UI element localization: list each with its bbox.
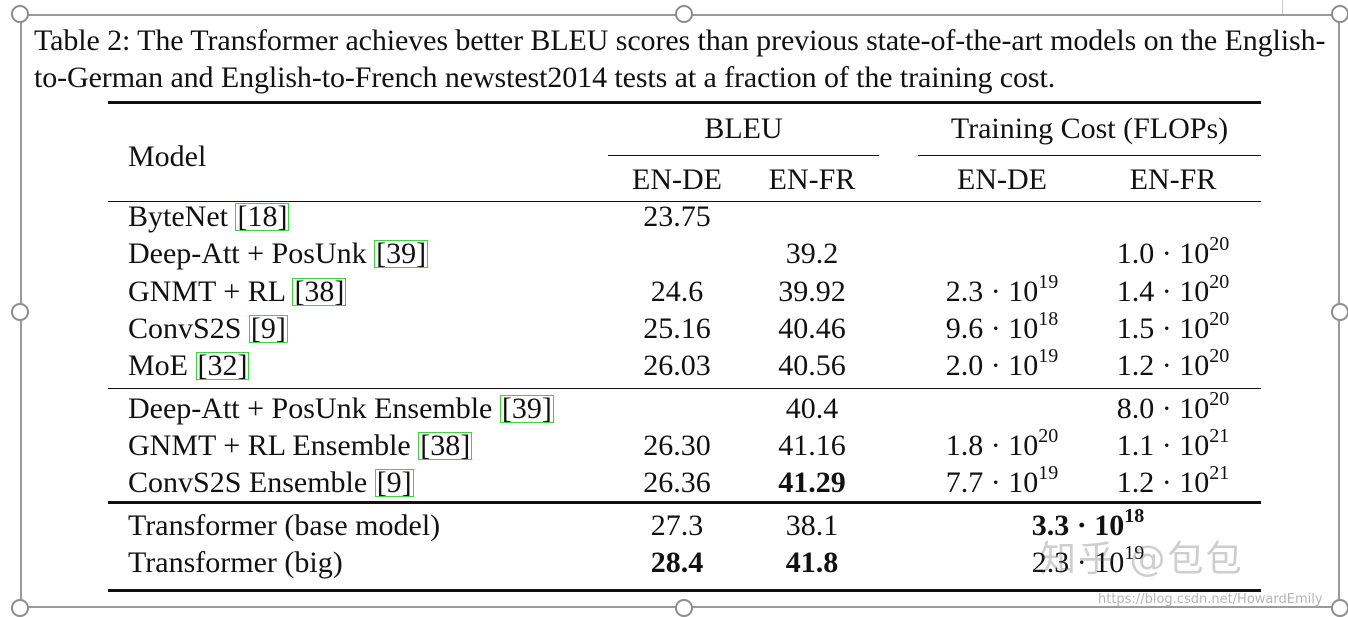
- citation-link[interactable]: [39]: [499, 392, 554, 425]
- bleu-en-fr-value: 41.8: [785, 546, 839, 579]
- table-row-model: GNMT + RL [38]: [128, 275, 347, 308]
- bleu-en-de-value: 27.3: [650, 509, 704, 542]
- watermark-url: https://blog.csdn.net/HowardEmily: [1098, 592, 1323, 607]
- citation-link[interactable]: [39]: [374, 237, 429, 270]
- bleu-en-fr-value: 40.4: [785, 392, 839, 425]
- watermark-brand: 知乎 @包包: [1040, 539, 1244, 580]
- cost-en-de-value: 2.0 · 1019: [945, 345, 1059, 382]
- header-cost-en-de: EN-DE: [957, 163, 1047, 196]
- cost-en-de-value: 1.8 · 1020: [945, 425, 1059, 462]
- resize-handle-top-left[interactable]: [11, 5, 29, 23]
- transformer-separator-rule: [108, 501, 1261, 504]
- table-row-model: Transformer (big): [128, 546, 343, 579]
- page-edge-line: [1282, 0, 1283, 14]
- header-bottom-rule: [108, 201, 1261, 202]
- header-bleu: BLEU: [704, 112, 783, 145]
- cost-en-fr-value: 1.5 · 1020: [1116, 308, 1230, 345]
- bleu-en-fr-value: 40.56: [778, 349, 846, 382]
- bleu-en-de-value: 26.30: [643, 429, 711, 462]
- bleu-en-fr-value: 38.1: [785, 509, 839, 542]
- citation-link[interactable]: [32]: [195, 349, 250, 382]
- table-row-model: Deep-Att + PosUnk [39]: [128, 237, 429, 270]
- cost-en-fr-value: 1.2 · 1021: [1116, 462, 1230, 499]
- bleu-en-de-value: 23.75: [643, 200, 711, 233]
- header-bleu-en-de: EN-DE: [632, 163, 722, 196]
- bleu-subrule: [608, 155, 879, 156]
- table-top-rule: [108, 101, 1261, 104]
- cost-merged-value: 3.3 · 1018: [1031, 505, 1145, 542]
- resize-handle-middle-right[interactable]: [1331, 303, 1348, 321]
- cost-en-de-value: 7.7 · 1019: [945, 462, 1059, 499]
- bleu-en-de-value: 24.6: [650, 275, 704, 308]
- bleu-en-fr-value: 41.29: [778, 466, 846, 499]
- citation-link[interactable]: [38]: [418, 429, 473, 462]
- resize-handle-bottom-right[interactable]: [1331, 599, 1348, 617]
- resize-handle-bottom-center[interactable]: [675, 599, 693, 617]
- header-bleu-en-fr: EN-FR: [768, 163, 856, 196]
- cost-en-de-value: 9.6 · 1018: [945, 308, 1059, 345]
- cost-en-fr-value: 1.4 · 1020: [1116, 271, 1230, 308]
- cost-merged-value: 2.3 · 1019: [1031, 542, 1145, 579]
- table-row-model: ByteNet [18]: [128, 200, 290, 233]
- bleu-en-de-value: 26.36: [643, 466, 711, 499]
- table-row-model: Transformer (base model): [128, 509, 441, 542]
- bleu-en-fr-value: 40.46: [778, 312, 846, 345]
- cost-en-fr-value: 1.2 · 1020: [1116, 345, 1230, 382]
- table-row-model: MoE [32]: [128, 349, 250, 382]
- resize-handle-bottom-left[interactable]: [11, 599, 29, 617]
- bleu-en-de-value: 28.4: [650, 546, 704, 579]
- bleu-en-de-value: 25.16: [643, 312, 711, 345]
- cost-en-fr-value: 8.0 · 1020: [1116, 388, 1230, 425]
- table-row-model: GNMT + RL Ensemble [38]: [128, 429, 473, 462]
- bleu-en-fr-value: 41.16: [778, 429, 846, 462]
- citation-link[interactable]: [9]: [374, 466, 414, 499]
- resize-handle-middle-left[interactable]: [11, 303, 29, 321]
- resize-handle-top-center[interactable]: [675, 5, 693, 23]
- table-row-model: ConvS2S Ensemble [9]: [128, 466, 414, 499]
- cost-en-fr-value: 1.1 · 1021: [1116, 425, 1230, 462]
- cost-subrule: [918, 155, 1261, 156]
- citation-link[interactable]: [9]: [248, 312, 288, 345]
- cost-en-de-value: 2.3 · 1019: [945, 271, 1059, 308]
- bleu-en-de-value: 26.03: [643, 349, 711, 382]
- citation-link[interactable]: [38]: [292, 275, 347, 308]
- cost-en-fr-value: 1.0 · 1020: [1116, 233, 1230, 270]
- table-caption: Table 2: The Transformer achieves better…: [34, 24, 1326, 94]
- header-training-cost: Training Cost (FLOPs): [950, 112, 1229, 145]
- group-separator-rule: [108, 388, 1261, 389]
- citation-link[interactable]: [18]: [235, 200, 290, 233]
- bleu-en-fr-value: 39.2: [785, 237, 839, 270]
- table-row-model: Deep-Att + PosUnk Ensemble [39]: [128, 392, 554, 425]
- header-model: Model: [128, 140, 207, 173]
- table-row-model: ConvS2S [9]: [128, 312, 288, 345]
- resize-handle-top-right[interactable]: [1331, 5, 1348, 23]
- bleu-en-fr-value: 39.92: [778, 275, 846, 308]
- table-bottom-rule: [108, 589, 1261, 592]
- header-cost-en-fr: EN-FR: [1129, 163, 1217, 196]
